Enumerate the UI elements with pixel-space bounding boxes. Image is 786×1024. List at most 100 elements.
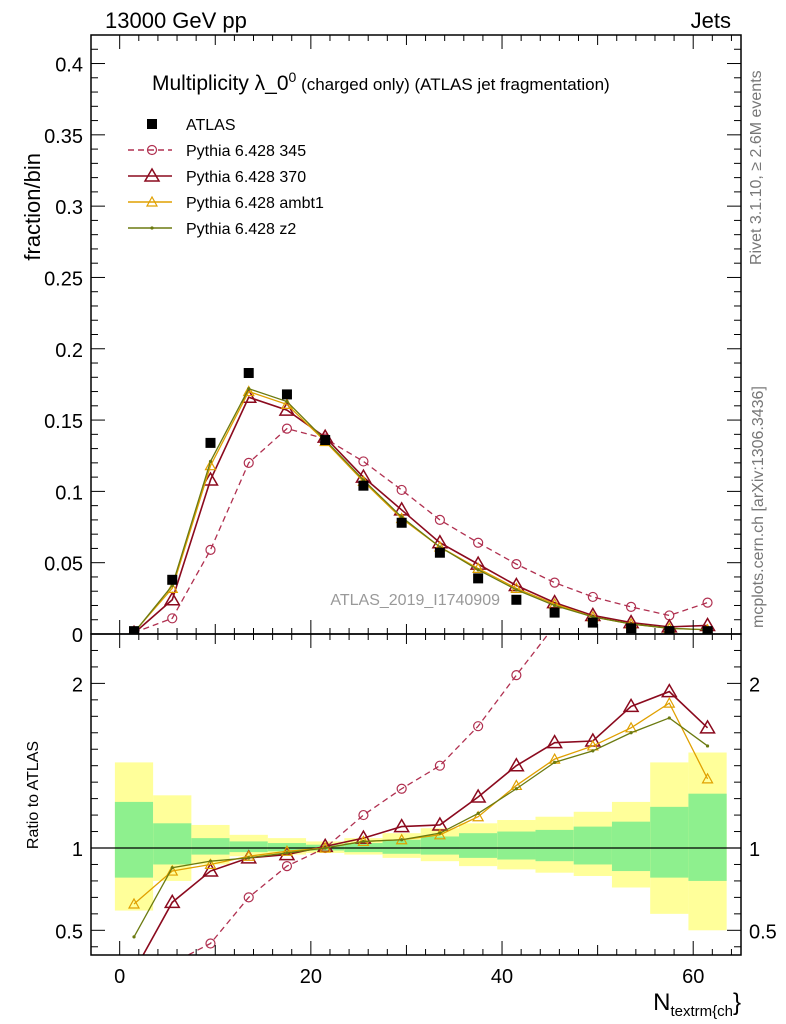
uncertainty-bands [114,752,727,931]
data-point-p345 [243,457,254,468]
data-point-p370 [393,501,410,516]
data-point-z2 [553,603,557,608]
data-point-z2 [132,935,136,939]
data-point-z2 [247,387,251,391]
y-tick-label: 0.4 [55,55,83,77]
data-point-p370 [508,757,525,772]
data-point-atlas [358,480,369,491]
data-point-atlas [587,617,598,628]
y-tick-label-right: 0.5 [749,921,777,943]
data-point-p345 [358,809,369,821]
data-point-atlas [205,437,216,448]
data-point-p370 [546,734,563,749]
mcplots-label: mcplots.cern.ch [arXiv:1306.3436] [750,386,767,628]
data-point-atlas [396,517,407,528]
x-tick-label: 60 [682,966,704,988]
legend-label-ambt1: Pythia 6.428 ambt1 [186,195,324,212]
data-point-p345 [130,975,139,984]
data-point-atlas [320,435,331,446]
band-inner [459,833,498,858]
data-point-p370 [699,719,716,734]
data-point-z2 [514,787,518,791]
legend-marker-ambt1 [145,195,159,207]
header-left: 13000 GeV pp [105,8,247,33]
data-point-p345 [703,185,712,194]
y-tick-label: 1 [72,839,83,861]
data-point-ambt1 [701,772,714,784]
data-point-p345 [473,537,484,548]
y-tick-label: 0.2 [55,340,83,362]
watermark: ATLAS_2019_I1740909 [330,592,500,609]
band-inner [573,826,612,865]
ratio-frame [90,633,742,956]
series-line-p370 [133,396,708,634]
data-point-p345 [281,423,293,434]
data-point-p345 [702,597,713,608]
data-point-p370 [202,862,219,877]
y-tick-label: 0.25 [44,268,83,290]
header-right: Jets [691,8,731,33]
x-axis-label: Ntextrm{ch} [653,989,741,1020]
data-point-p345 [588,514,597,523]
legend-label-z2: Pythia 6.428 z2 [186,221,296,238]
y-tick-label: 0.1 [55,482,83,504]
main-series [128,368,716,634]
band-inner [650,806,689,878]
band-inner [114,801,154,878]
data-point-p345 [281,861,293,872]
data-point-z2 [247,856,251,860]
y-tick-label-right: 1 [749,839,760,861]
data-point-p345 [587,591,598,603]
band-inner [611,821,651,872]
data-point-z2 [476,568,480,572]
legend-label-atlas: ATLAS [186,117,236,134]
data-point-ambt1 [472,810,485,822]
data-point-p345 [549,577,560,588]
data-point-z2 [170,866,174,870]
band-inner [153,823,192,865]
series-ambt1 [127,696,714,909]
band-inner [420,836,460,855]
band-inner [497,831,536,860]
data-point-z2 [591,749,595,753]
data-point-p370 [163,893,181,909]
data-point-z2 [208,859,213,863]
data-point-p345 [625,601,637,613]
x-tick-label: 40 [491,966,513,988]
data-point-z2 [667,716,671,720]
data-point-p345 [511,670,522,681]
band-inner [688,793,727,881]
data-point-ambt1 [242,849,255,861]
data-point-atlas [473,573,484,584]
data-point-p370 [469,788,487,803]
rivet-label: Rivet 3.1.10, ≥ 2.6M events [748,70,765,265]
data-point-z2 [285,399,289,404]
data-point-p370 [393,818,410,833]
data-point-ambt1 [166,864,179,876]
legend-marker-p370 [143,167,161,182]
legend-label-p345: Pythia 6.428 345 [186,143,306,160]
data-point-p345 [511,559,522,570]
data-point-ambt1 [204,858,217,870]
band-inner [382,839,421,854]
data-point-p345 [434,514,445,526]
data-point-p370 [431,816,449,831]
y-tick-label: 0.5 [55,921,83,943]
data-point-p370 [278,401,296,416]
series-p345 [128,423,713,634]
data-point-ambt1 [433,828,446,840]
series-line-p345 [186,634,550,955]
data-point-atlas [511,594,522,605]
data-point-z2 [514,588,518,592]
legend-label-p370: Pythia 6.428 370 [186,169,306,186]
legend: ATLAS Pythia 6.428 345 Pythia 6.428 370 Pyt… [128,117,324,238]
band-inner [535,829,574,862]
y-tick-label-right: 2 [749,674,760,696]
data-point-p370 [622,697,640,713]
series-line-p370 [142,690,709,955]
data-point-z2 [361,839,366,844]
data-point-z2 [629,731,633,735]
data-point-atlas [549,607,560,618]
data-point-p345 [396,484,407,496]
x-tick-label: 0 [114,966,125,988]
